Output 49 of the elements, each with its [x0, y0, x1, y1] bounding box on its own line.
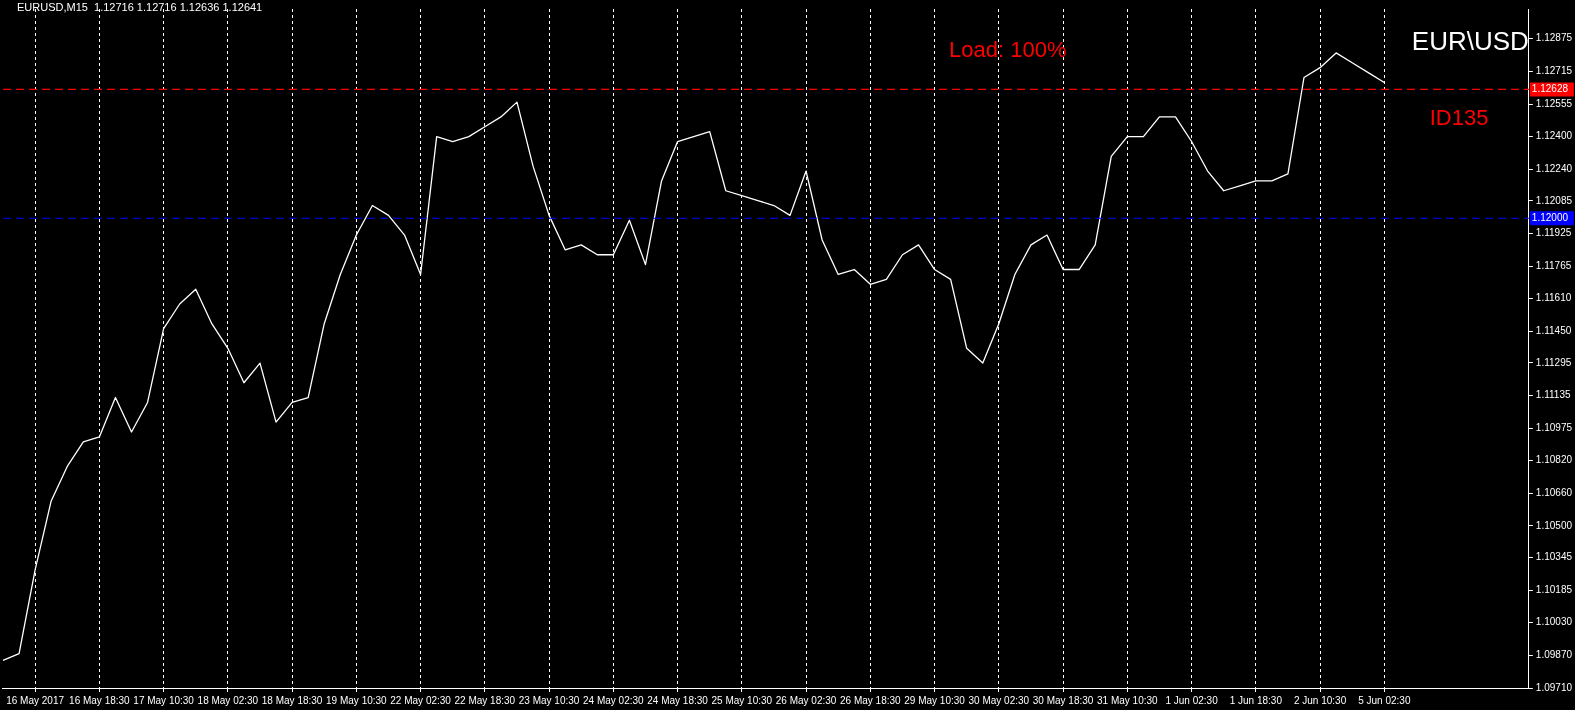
y-tick-label: 1.10500	[1535, 519, 1573, 531]
x-tick-label: 25 May 10:30	[711, 694, 773, 706]
y-tick-label: 1.12555	[1535, 98, 1573, 110]
x-tick-label: 17 May 10:30	[133, 694, 195, 706]
x-tick-label: 31 May 10:30	[1097, 694, 1159, 706]
x-tick-label: 23 May 10:30	[518, 694, 580, 706]
x-tick-label: 1 Jun 02:30	[1165, 694, 1219, 706]
annotation: ID135	[1429, 104, 1489, 130]
y-tick-label: 1.09710	[1535, 681, 1573, 693]
y-tick-label: 1.10660	[1535, 486, 1573, 498]
y-tick-label: 1.11765	[1535, 260, 1572, 272]
x-tick-label: 16 May 2017	[6, 694, 65, 706]
y-tick-label: 1.12715	[1535, 65, 1573, 77]
y-tick-label: 1.11295	[1535, 356, 1572, 368]
x-tick-label: 30 May 02:30	[968, 694, 1030, 706]
annotation: EUR\USD	[1411, 25, 1529, 56]
x-tick-label: 26 May 02:30	[775, 694, 837, 706]
y-tick-label: 1.10975	[1535, 422, 1573, 434]
x-tick-label: 5 Jun 02:30	[1358, 694, 1411, 706]
y-tick-label: 1.12085	[1535, 194, 1573, 206]
y-tick-label: 1.12875	[1535, 32, 1573, 44]
x-tick-label: 29 May 10:30	[904, 694, 966, 706]
y-tick-label: 1.12240	[1535, 162, 1573, 174]
x-tick-label: 19 May 10:30	[326, 694, 388, 706]
y-tick-label: 1.10030	[1535, 616, 1573, 628]
y-tick-label: 1.10820	[1535, 454, 1573, 466]
annotation: Load: 100%	[949, 36, 1067, 62]
x-tick-label: 24 May 18:30	[647, 694, 709, 706]
y-tick-label: 1.11450	[1535, 324, 1572, 336]
x-tick-label: 22 May 18:30	[454, 694, 516, 706]
chart-title: EURUSD,M15 1.12716 1.12716 1.12636 1.12641	[17, 0, 263, 13]
x-tick-label: 1 Jun 18:30	[1229, 694, 1283, 706]
x-tick-label: 16 May 18:30	[69, 694, 131, 706]
x-tick-label: 18 May 02:30	[197, 694, 259, 706]
y-tick-label: 1.11925	[1535, 227, 1572, 239]
y-tick-label: 1.11135	[1535, 389, 1571, 401]
ref-line-label: 1.12000	[1531, 211, 1569, 223]
x-tick-label: 18 May 18:30	[261, 694, 323, 706]
x-tick-label: 24 May 02:30	[583, 694, 645, 706]
y-tick-label: 1.10185	[1535, 584, 1573, 596]
x-tick-label: 2 Jun 10:30	[1293, 694, 1347, 706]
y-tick-label: 1.12400	[1535, 129, 1573, 141]
x-tick-label: 26 May 18:30	[840, 694, 902, 706]
ref-line-label: 1.12628	[1531, 83, 1569, 95]
y-tick-label: 1.11610	[1535, 291, 1572, 303]
x-tick-label: 30 May 18:30	[1032, 694, 1094, 706]
y-tick-label: 1.10345	[1535, 551, 1573, 563]
x-tick-label: 22 May 02:30	[390, 694, 452, 706]
y-tick-label: 1.09870	[1535, 648, 1573, 660]
